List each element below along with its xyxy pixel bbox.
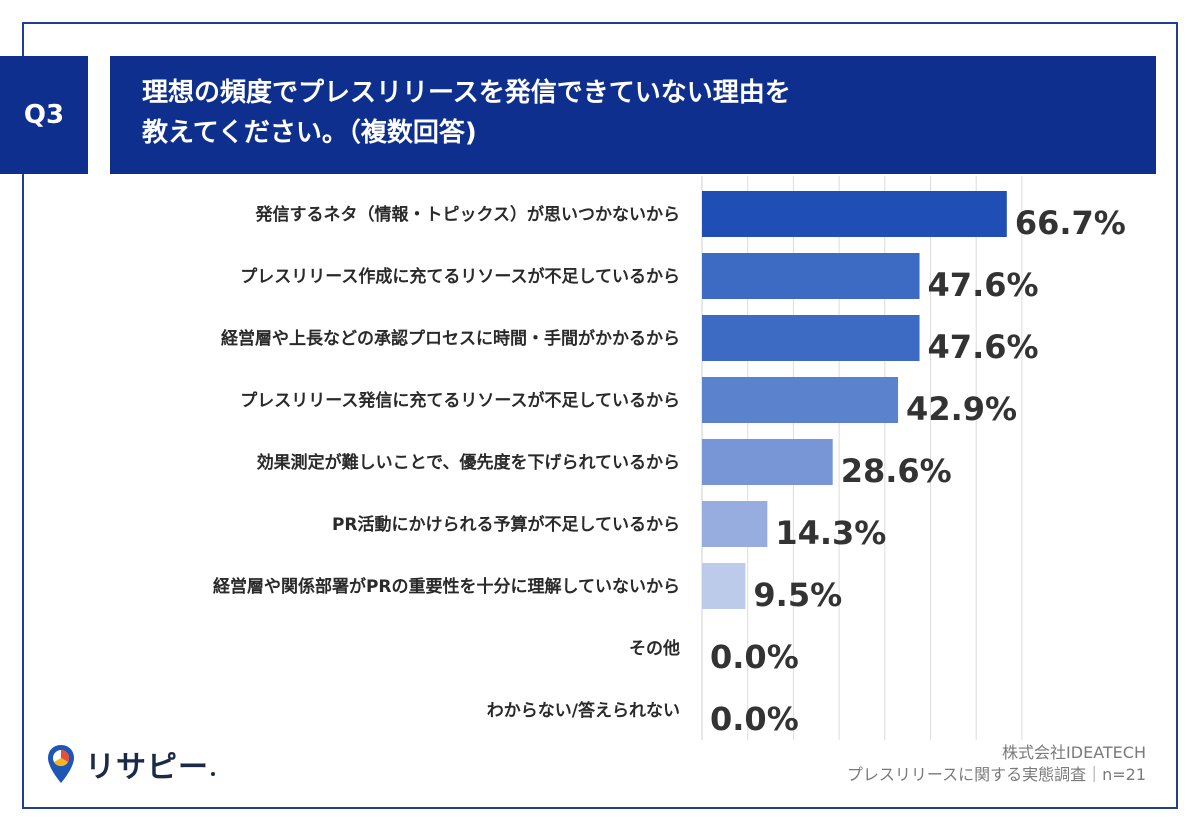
pin-logo-icon [48,745,74,783]
bar [702,501,768,547]
bar [702,563,746,609]
category-label: 発信するネタ（情報・トピックス）が思いつかないから [255,204,681,225]
logo-dot [211,772,215,776]
bar [702,439,833,485]
category-label: 効果測定が難しいことで、優先度を下げられているから [257,452,680,473]
credit-survey: プレスリリースに関する実態調査｜n=21 [846,765,1146,784]
logo: リサピー [45,742,215,786]
value-label: 47.6% [928,266,1039,304]
bar [702,191,1007,237]
question-number: Q3 [23,100,65,130]
value-label: 14.3% [775,514,886,552]
question-badge: Q3 [0,56,88,174]
credit-company: 株式会社IDEATECH [1002,743,1146,762]
bar [702,377,899,423]
value-label: 47.6% [928,328,1039,366]
category-label: 経営層や上長などの承認プロセスに時間・手間がかかるから [221,328,680,349]
value-label: 42.9% [906,390,1017,428]
value-label: 0.0% [710,638,799,676]
bar [702,253,920,299]
logo-text: リサピー [85,750,209,785]
value-label: 66.7% [1015,204,1126,242]
question-title-line-2: 教えてください。（複数回答) [142,118,477,148]
value-label: 28.6% [841,452,952,490]
category-label: PR活動にかけられる予算が不足しているから [332,514,680,535]
category-label: プレスリリース作成に充てるリソースが不足しているから [240,266,680,287]
category-label: 経営層や関係部署がPRの重要性を十分に理解していないから [213,576,680,597]
bar [702,315,920,361]
chart-frame [22,22,1178,809]
category-label: その他 [629,638,680,659]
question-title-bar: 理想の頻度でプレスリリースを発信できていない理由を 教えてください。（複数回答) [110,56,1156,174]
value-label: 9.5% [753,576,842,614]
value-label: 0.0% [710,700,799,738]
credit: 株式会社IDEATECH プレスリリースに関する実態調査｜n=21 [847,742,1146,786]
category-label: プレスリリース発信に充てるリソースが不足しているから [240,390,680,411]
category-label: わからない/答えられない [487,700,680,721]
question-title-line-1: 理想の頻度でプレスリリースを発信できていない理由を [142,78,791,108]
